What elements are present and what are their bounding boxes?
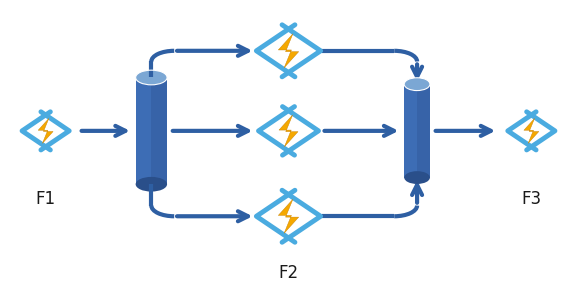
Ellipse shape xyxy=(404,171,430,184)
Polygon shape xyxy=(278,199,299,233)
Text: F3: F3 xyxy=(521,190,541,208)
Bar xyxy=(404,84,430,178)
Polygon shape xyxy=(524,118,539,143)
Ellipse shape xyxy=(136,177,167,192)
Bar xyxy=(417,84,430,178)
Text: F2: F2 xyxy=(279,264,298,282)
Bar xyxy=(151,78,167,184)
Polygon shape xyxy=(279,115,298,147)
Polygon shape xyxy=(278,34,299,68)
Ellipse shape xyxy=(136,70,167,85)
Polygon shape xyxy=(38,118,53,143)
Ellipse shape xyxy=(404,78,430,91)
Bar xyxy=(136,78,167,184)
Text: F1: F1 xyxy=(36,190,56,208)
